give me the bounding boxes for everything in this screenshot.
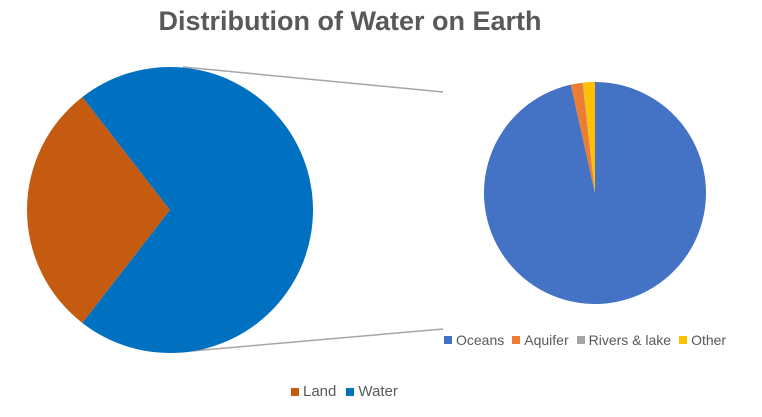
detail-legend-item-rivers-lake: Rivers & lake	[576, 332, 672, 348]
pie-slice-water	[82, 67, 313, 353]
legend-swatch	[291, 387, 299, 396]
legend-label: Land	[303, 383, 337, 400]
detail-legend: Oceans Aquifer Rivers & lake Other	[444, 332, 734, 348]
pie-slice-aquifer	[570, 82, 595, 193]
main-pie	[26, 67, 313, 353]
pie-slice-other	[583, 82, 595, 193]
pie-slice-oceans	[483, 82, 706, 305]
legend-label: Water	[358, 383, 398, 400]
legend-swatch	[346, 387, 355, 396]
legend-swatch	[679, 336, 688, 344]
connector-line-bottom	[179, 328, 444, 353]
detail-legend-item-other: Other	[679, 332, 726, 348]
legend-label: Rivers & lake	[588, 332, 672, 348]
detail-legend-item-aquifer: Aquifer	[512, 332, 569, 348]
legend-label: Other	[691, 332, 727, 348]
chart-title: Distribution of Water on Earth	[158, 6, 542, 36]
legend-label: Aquifer	[524, 332, 569, 348]
connector-lines	[179, 66, 444, 353]
main-legend-item-land: Land	[291, 383, 336, 400]
connector-line-top	[182, 66, 444, 93]
pie-slice-land	[26, 97, 171, 323]
detail-legend-item-oceans: Oceans	[444, 332, 504, 348]
main-legend: Land Water	[291, 383, 398, 400]
legend-swatch	[444, 336, 452, 344]
legend-label: Oceans	[456, 332, 505, 348]
legend-swatch	[512, 336, 521, 344]
pie-slice-rivers-lake	[582, 82, 595, 193]
main-legend-item-water: Water	[346, 383, 398, 400]
legend-swatch	[576, 336, 585, 344]
detail-pie	[483, 82, 706, 305]
